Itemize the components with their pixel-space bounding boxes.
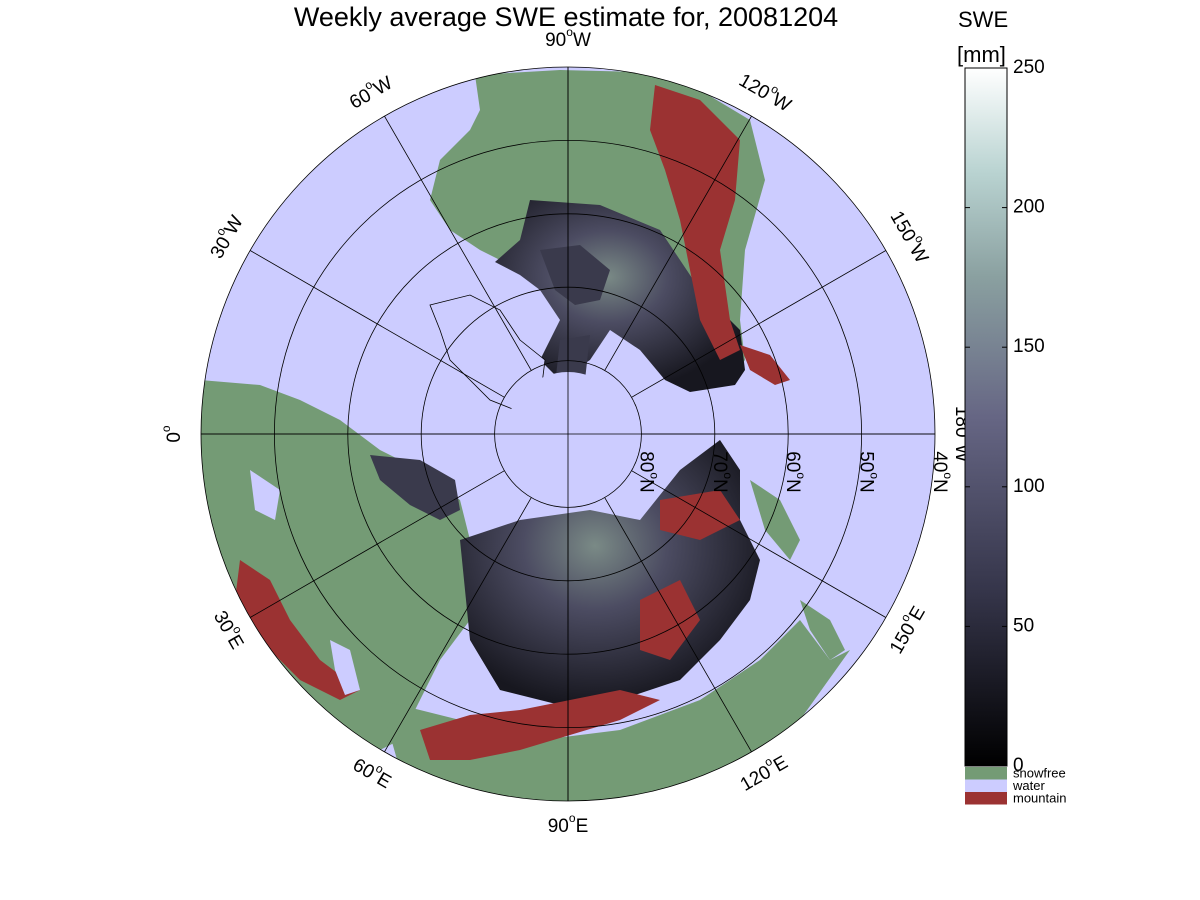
european-mountains [235, 560, 360, 700]
east-siberia-mountains [640, 490, 740, 660]
map-disk [201, 67, 935, 801]
colorbar-unit: [mm] [957, 42, 1006, 67]
northern-europe-snow [370, 455, 460, 520]
legend-label-water: water [1012, 778, 1045, 793]
baltic-sea [250, 470, 280, 520]
colorbar-tick-label: 200 [1013, 197, 1045, 218]
meridian-line [249, 470, 505, 618]
legend-swatch-water [965, 779, 1007, 792]
graticule [200, 66, 936, 802]
colorbar-tick-label: 100 [1013, 476, 1045, 497]
latitude-label: 40oN [929, 451, 955, 493]
central-asia-mountains [420, 690, 660, 760]
meridian-line [384, 115, 532, 371]
map-title: Weekly average SWE estimate for, 2008120… [293, 2, 839, 32]
longitude-label-lon-90w: 90oW [545, 25, 591, 51]
asia-snowfree [380, 620, 850, 801]
meridian-line [604, 115, 752, 371]
japan [800, 600, 845, 660]
colorbar-tick-label: 50 [1013, 615, 1034, 636]
colorbar: SWE [mm] 0 50 100 150 200 250 snowfreewatermo… [957, 7, 1066, 805]
legend-swatch-snowfree [965, 767, 1007, 780]
arctic-islands [540, 245, 610, 385]
latitude-labels: 80oN 70oN 60oN 50oN 40oN [635, 451, 954, 493]
meridian-line [604, 497, 752, 753]
kamchatka [750, 480, 800, 560]
latitude-label: 60oN [782, 451, 808, 493]
colorbar-tick-label: 0 [1013, 755, 1024, 776]
colorbar-title: SWE [958, 7, 1008, 32]
meridian-line [249, 250, 505, 398]
longitude-label-lon-30w: 30oW [203, 210, 248, 263]
legend-swatch-mountain [965, 792, 1007, 805]
meridian-line [384, 497, 532, 753]
caspian-sea [330, 640, 360, 695]
latitude-label: 50oN [856, 451, 882, 493]
colorbar-tick-label: 150 [1013, 336, 1045, 357]
rocky-mountains [650, 85, 740, 360]
alaska-range [740, 345, 790, 385]
longitude-label-lon-60e: 60oE [349, 751, 397, 794]
longitude-label-lon-30e: 30oE [209, 605, 252, 653]
longitude-label-lon-150w: 150oW [886, 205, 937, 267]
legend-label-snowfree: snowfree [1013, 765, 1066, 780]
legend-label-mountain: mountain [1013, 790, 1066, 805]
latitude-label: 70oN [709, 451, 735, 493]
longitude-label-lon-60w: 60oW [344, 68, 397, 113]
longitude-label-lon-90e: 90oE [548, 811, 589, 837]
meridian-line [631, 250, 887, 398]
meridian-line [631, 470, 887, 618]
longitude-label-lon-0: 0o [159, 425, 185, 443]
colorbar-tick-label: 250 [1013, 57, 1045, 78]
colorbar-gradient [964, 67, 1008, 767]
longitude-label-lon-120w: 120oW [735, 66, 797, 117]
latitude-label: 80oN [635, 451, 661, 493]
